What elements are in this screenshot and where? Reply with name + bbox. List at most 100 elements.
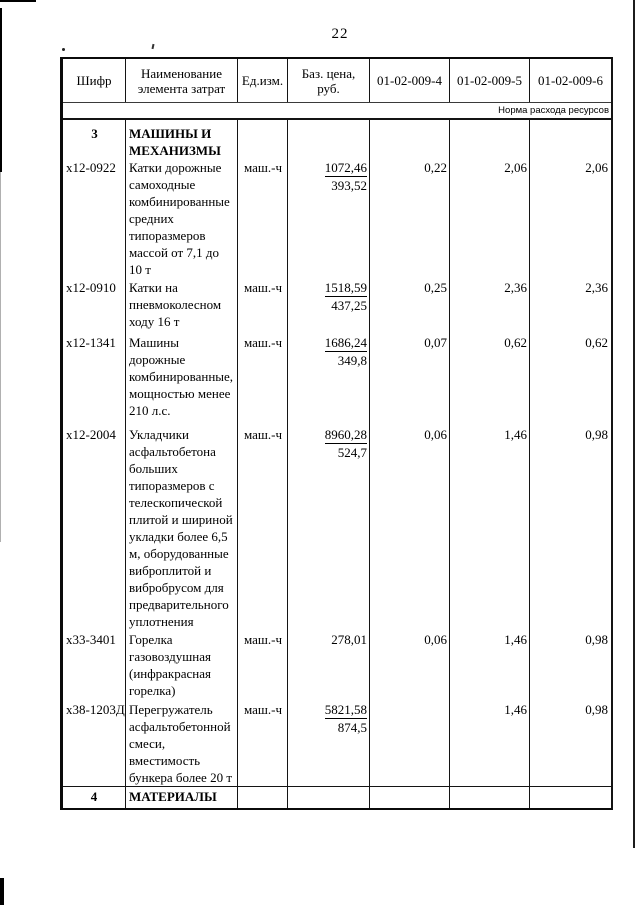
row-code-cell: х12-0910 [66,280,116,295]
scan-speck [62,48,65,51]
col-header-name: Наименование элемента затрат [126,59,238,102]
row-code-cell: х12-0922 [66,160,116,175]
table-header-row: Шифр Наименование элемента затрат Ед.изм… [63,59,611,102]
empty-cell [530,787,611,808]
row-norm-009-4-cell [370,125,450,142]
row-norm-009-5-cell: 2,36 [504,280,527,295]
subheader-norm-of-resource-consumption: Норма расхода ресурсов [63,102,611,120]
row-name-cell: Укладчики асфальтобетона больших типораз… [129,427,233,629]
row-unit-cell: маш.-ч [243,160,283,175]
row-norm-009-5-cell [450,125,530,142]
row-base-price-cell [288,125,370,142]
col-header-norm-01-02-009-5: 01-02-009-5 [450,59,530,102]
table-row: х12-0922 Катки дорожные самоходные комбин… [63,159,611,278]
col-header-base-price: Баз. цена, руб. [288,59,370,102]
column-divider [368,120,370,786]
row-code-cell: х33-3401 [66,632,116,647]
table-row: х33-3401 Горелка газовоздушная (инфракрас… [63,631,611,699]
row-unit-cell: маш.-ч [243,280,283,295]
table-row: х12-2004 Укладчики асфальтобетона больших… [63,426,611,630]
row-norm-009-4-cell: 0,07 [424,335,447,350]
col-header-norm-01-02-009-6: 01-02-009-6 [538,73,603,88]
column-divider [124,120,126,786]
scan-artifact-left-band [0,8,2,172]
base-price-main-value: 8960,28 [324,427,367,444]
row-norm-009-4-cell [370,701,450,718]
empty-cell [288,787,370,808]
cost-elements-table: Шифр Наименование элемента затрат Ед.изм… [60,57,613,810]
column-divider [236,120,238,786]
row-base-price-cell: 8960,28 524,7 [288,426,370,461]
base-price-main-value: 1072,46 [324,160,367,177]
row-base-price-cell: 5821,58 874,5 [288,701,370,736]
row-norm-009-6-cell: 0,98 [585,702,608,717]
section-row: 3 МАШИНЫ И МЕХАНИЗМЫ [63,125,611,159]
scan-artifact-bottom-left [0,878,4,905]
base-price-main-value: 278,01 [331,632,367,647]
column-divider [448,120,450,786]
row-name-cell: Перегружатель асфальтобетонной смеси, вм… [129,702,233,785]
row-name-cell: МАШИНЫ И МЕХАНИЗМЫ [129,126,221,158]
empty-cell [450,787,530,808]
base-price-sub-value: 874,5 [337,720,367,735]
base-price-main-value: 1518,59 [324,280,367,297]
row-norm-009-5-cell: 1,46 [504,632,527,647]
base-price-sub-value: 393,52 [331,178,367,193]
row-unit-cell: маш.-ч [243,427,283,442]
scan-artifact-right-edge-line [633,0,635,848]
row-base-price-cell: 1686,24 349,8 [288,334,370,369]
row-norm-009-6-cell: 0,98 [585,427,608,442]
column-divider [528,120,530,786]
row-code-cell: 3 [91,126,98,141]
row-norm-009-6-cell: 0,98 [585,632,608,647]
row-norm-009-6-cell: 2,06 [585,160,608,175]
row-norm-009-5-cell: 0,62 [504,335,527,350]
row-name-cell: Катки на пневмоколесном ходу 16 т [129,280,222,329]
row-norm-009-4-cell: 0,25 [424,280,447,295]
row-unit-cell [238,125,288,142]
row-base-price-cell: 1072,46 393,52 [288,159,370,194]
section-row-materials: 4 МАТЕРИАЛЫ [63,786,611,808]
row-norm-009-6-cell: 2,36 [585,280,608,295]
base-price-sub-value: 524,7 [337,445,367,460]
col-header-unit: Ед.изм. [238,59,288,102]
row-name-cell: Горелка газовоздушная (инфракрасная горе… [129,632,211,698]
table-row: х12-0910 Катки на пневмоколесном ходу 16 … [63,279,611,330]
row-base-price-cell: 278,01 [288,631,370,648]
base-price-main-value: 5821,58 [324,702,367,719]
empty-cell [238,787,288,808]
scan-artifact-left-faint-line [0,172,1,542]
row-name-cell: Машины дорожные комбинированные, мощност… [129,335,234,418]
page-number: 22 [331,26,349,42]
table-row: х38-1203Д Перегружатель асфальтобетонной … [63,701,611,786]
table-body: 3 МАШИНЫ И МЕХАНИЗМЫ х12-0922 Катки дорожны… [63,120,611,786]
row-code-cell: х12-2004 [66,427,116,442]
row-norm-009-6-cell [530,125,611,142]
row-unit-cell: маш.-ч [243,632,283,647]
base-price-sub-value: 349,8 [337,353,367,368]
table-row: х12-1341 Машины дорожные комбинированные,… [63,334,611,419]
row-unit-cell: маш.-ч [243,335,283,350]
column-divider [286,120,288,786]
row-code-cell: х38-1203Д [66,702,125,717]
row-norm-009-4-cell: 0,06 [424,632,447,647]
scan-artifact-top-edge [0,0,36,2]
base-price-main-value: 1686,24 [324,335,367,352]
base-price-sub-value: 437,25 [331,298,367,313]
col-header-norm-01-02-009-4: 01-02-009-4 [370,59,450,102]
row-norm-009-4-cell: 0,22 [424,160,447,175]
row-norm-009-5-cell: 1,46 [504,427,527,442]
col-header-code: Шифр [63,59,126,102]
row-unit-cell: маш.-ч [243,702,283,717]
row-norm-009-4-cell: 0,06 [424,427,447,442]
row-code-cell: х12-1341 [66,335,116,350]
section-number: 4 [63,787,126,808]
section-name: МАТЕРИАЛЫ [126,787,238,808]
row-norm-009-5-cell: 1,46 [504,702,527,717]
row-norm-009-6-cell: 0,62 [585,335,608,350]
scan-speck [151,43,155,50]
row-base-price-cell: 1518,59 437,25 [288,279,370,314]
row-name-cell: Катки дорожные самоходные комбинированны… [129,160,230,277]
empty-cell [370,787,450,808]
